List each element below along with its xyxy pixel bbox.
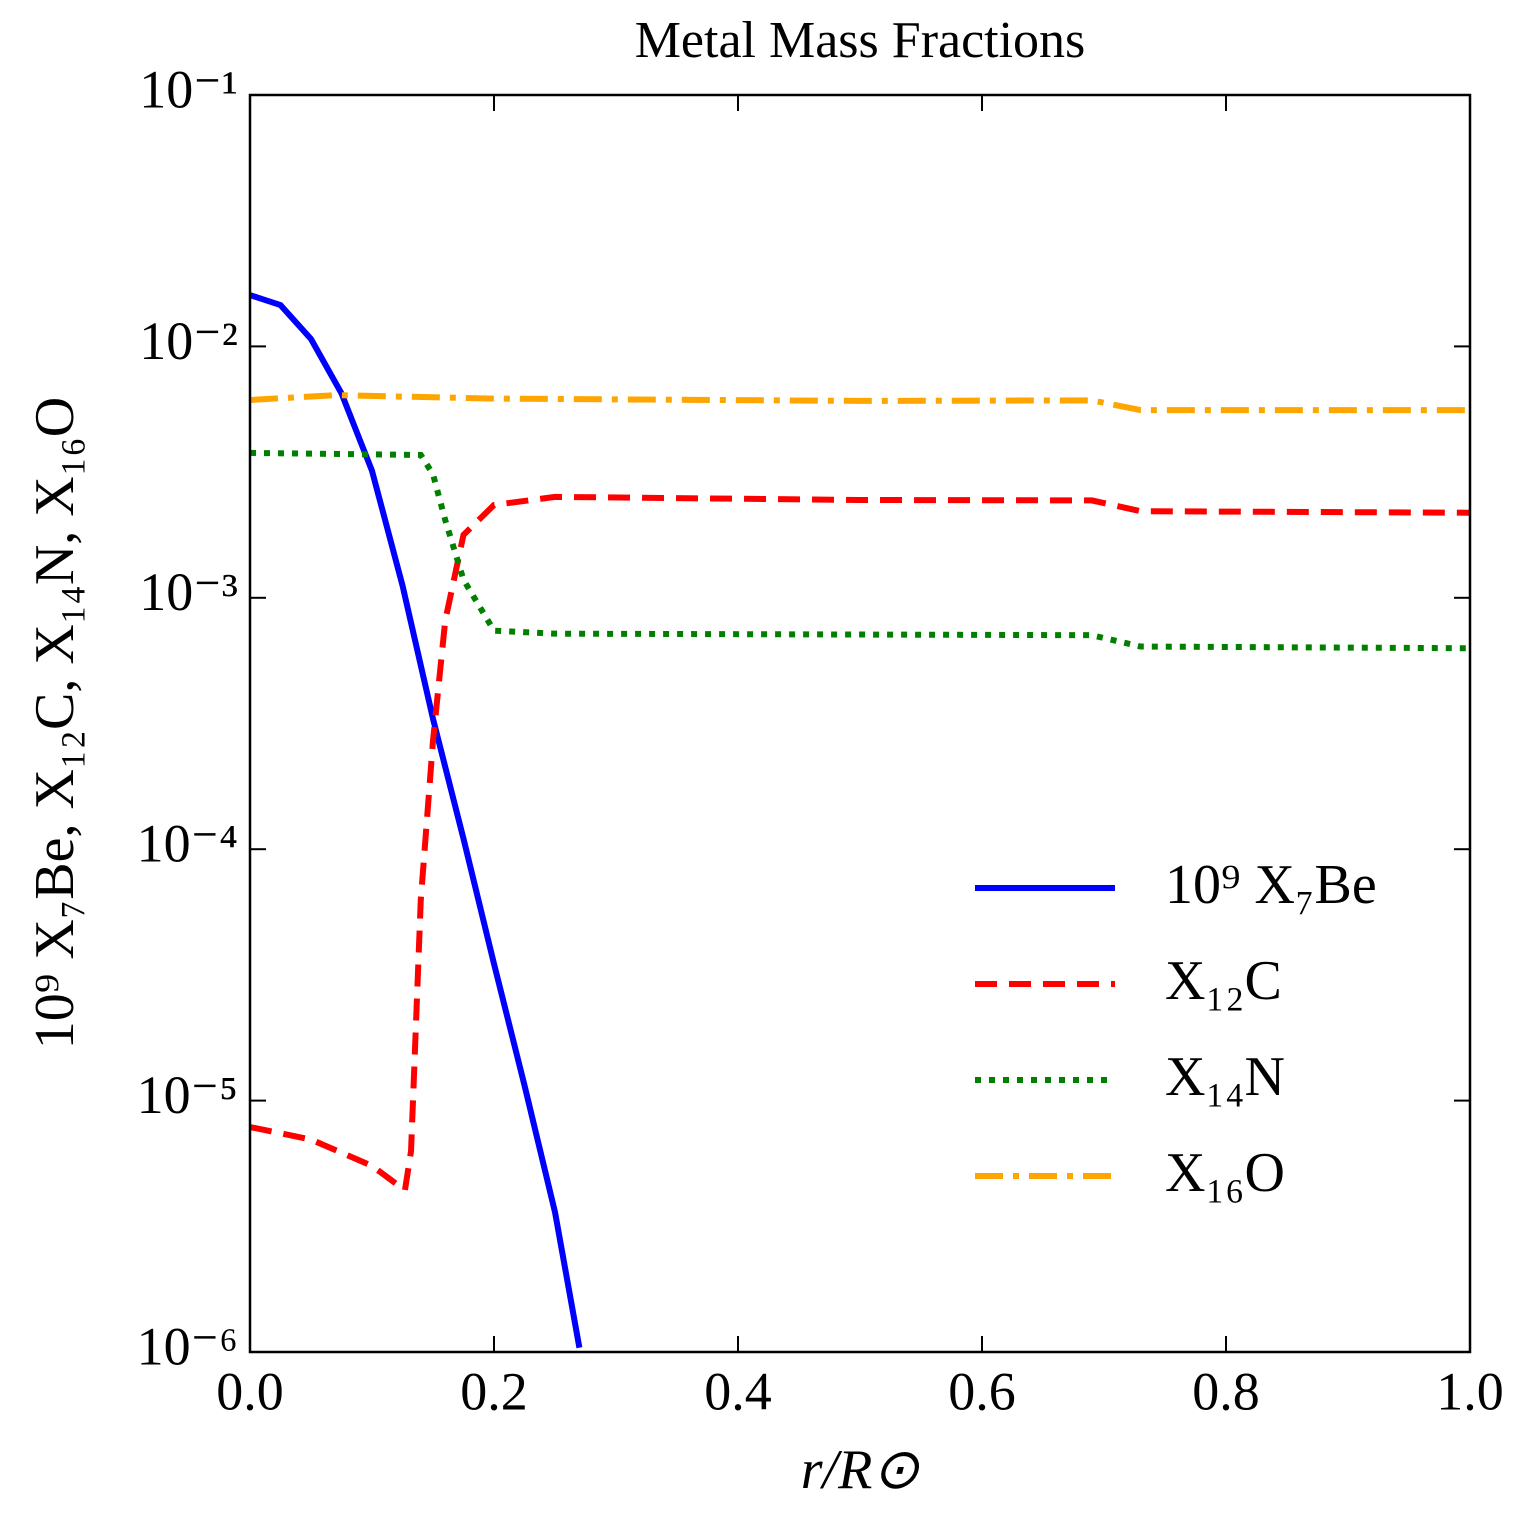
x-tick-label: 0.0 [216, 1361, 284, 1421]
y-tick-label: 10⁻⁶ [137, 1316, 238, 1376]
legend-label: 10⁹ X₇Be [1165, 854, 1377, 916]
x-tick-label: 0.8 [1192, 1361, 1260, 1421]
y-tick-label: 10⁻² [139, 311, 238, 371]
series-line [250, 493, 1470, 1196]
legend-label: X₁₂C [1165, 950, 1282, 1012]
y-tick-label: 10⁻¹ [139, 59, 238, 119]
legend-label: X₁₆O [1165, 1142, 1285, 1204]
x-tick-label: 1.0 [1436, 1361, 1504, 1421]
legend-label: X₁₄N [1165, 1046, 1285, 1108]
x-tick-label: 0.6 [948, 1361, 1016, 1421]
y-tick-label: 10⁻⁵ [137, 1065, 238, 1125]
series-line [250, 292, 583, 1349]
y-tick-label: 10⁻³ [139, 562, 238, 622]
y-tick-label: 10⁻⁴ [137, 814, 238, 874]
chart-title: Metal Mass Fractions [635, 12, 1086, 69]
x-tick-label: 0.2 [460, 1361, 528, 1421]
series-line [250, 392, 1470, 414]
y-axis-label: 10⁹ X₇Be, X₁₂C, X₁₄N, X₁₆O [24, 397, 86, 1049]
series-line [250, 449, 1470, 652]
plot-frame [248, 93, 1472, 1354]
x-axis-label: r/R⊙ [801, 1439, 921, 1501]
x-tick-label: 0.4 [704, 1361, 772, 1421]
plot-area [250, 292, 1470, 1349]
